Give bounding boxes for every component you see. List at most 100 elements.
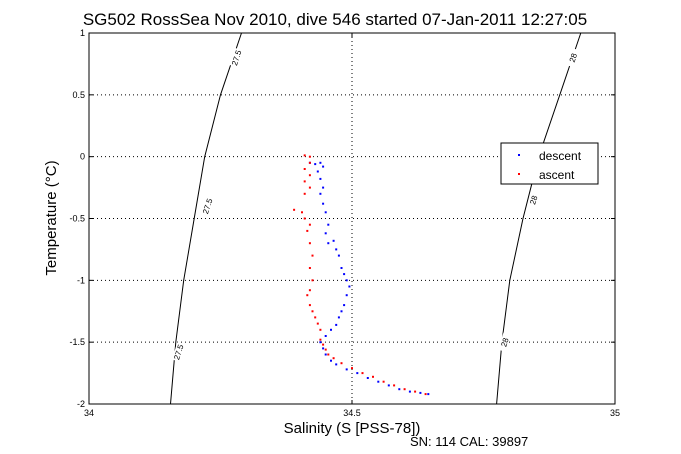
y-axis-label: Temperature (°C)	[43, 160, 60, 275]
ascent-point	[372, 375, 374, 378]
descent-point	[314, 163, 317, 166]
ascent-point	[303, 192, 306, 195]
descent-point	[345, 279, 348, 282]
ascent-point	[361, 372, 364, 375]
descent-point	[324, 232, 327, 235]
descent-point	[335, 363, 338, 366]
ascent-point	[308, 186, 311, 189]
x-tick-label: 34.5	[343, 408, 361, 418]
descent-point	[327, 242, 330, 245]
ascent-point	[332, 357, 335, 360]
ascent-point	[414, 390, 417, 393]
descent-point	[322, 186, 325, 189]
legend-ascent-marker	[518, 173, 520, 175]
ascent-point	[351, 367, 353, 370]
ascent-point	[303, 168, 306, 170]
contour-label: 28	[568, 52, 579, 64]
ascent-point	[308, 174, 311, 177]
descent-point	[324, 211, 327, 214]
ascent-point	[382, 380, 385, 383]
y-tick-label: 0	[80, 152, 85, 162]
ascent-point	[303, 217, 306, 220]
ascent-point	[311, 254, 314, 257]
contour-label-background	[526, 190, 541, 210]
descent-point	[427, 393, 430, 396]
ascent-point	[308, 161, 311, 164]
ascent-point	[403, 388, 406, 391]
descent-point	[366, 377, 369, 379]
descent-point	[335, 323, 338, 326]
descent-point	[348, 285, 351, 288]
ascent-point	[303, 154, 306, 157]
descent-point	[337, 316, 340, 319]
descent-point	[356, 372, 359, 375]
descent-point	[319, 161, 322, 164]
contour-label-background	[171, 342, 186, 362]
descent-point	[319, 341, 322, 344]
x-tick-label: 35	[610, 408, 620, 418]
ascent-point	[322, 343, 325, 346]
legend-box	[500, 142, 599, 185]
contour-label: 28	[499, 336, 510, 348]
descent-point	[398, 388, 401, 391]
ascent-point	[306, 294, 309, 297]
ascent-point	[303, 180, 306, 183]
ascent-point	[316, 322, 319, 325]
descent-point	[324, 353, 327, 356]
ascent-point	[393, 384, 396, 387]
contour-label-background	[200, 196, 214, 216]
descent-point	[343, 304, 346, 307]
descent-point	[419, 391, 422, 394]
ascent-point	[311, 310, 314, 313]
descent-point	[330, 328, 332, 331]
descent-point	[330, 359, 332, 362]
ascent-point	[293, 208, 296, 211]
ascent-point	[311, 279, 314, 282]
descent-point	[387, 384, 390, 387]
ascent-point	[340, 362, 343, 365]
legend-descent-marker	[518, 154, 520, 156]
legend-ascent-label: ascent	[539, 168, 575, 182]
descent-point	[322, 202, 325, 205]
descent-point	[327, 223, 330, 226]
ascent-point	[308, 267, 311, 269]
descent-point	[316, 170, 319, 173]
y-tick-label: -1.5	[69, 337, 85, 347]
axis-ticks: 34 34.5 35 -2 -1.5 -1 -0.5 0 0.5 1	[69, 28, 620, 418]
descent-point	[340, 267, 343, 269]
descent-point	[343, 273, 346, 276]
descent-point	[337, 254, 340, 257]
ascent-point	[308, 289, 311, 292]
ascent-point	[314, 316, 317, 319]
ascent-point	[308, 242, 311, 245]
descent-point	[322, 347, 325, 350]
contour-label: 28	[528, 194, 539, 206]
ascent-point	[308, 223, 311, 226]
x-tick-label: 34	[84, 408, 94, 418]
ascent-point	[319, 338, 322, 341]
legend: descent ascent	[500, 142, 599, 185]
serial-calibration-label: SN: 114 CAL: 39897	[410, 434, 528, 449]
descent-point	[408, 390, 411, 393]
descent-point	[332, 239, 335, 242]
chart-title: SG502 RossSea Nov 2010, dive 546 started…	[83, 10, 587, 29]
ascent-point	[308, 304, 311, 307]
legend-descent-label: descent	[539, 149, 582, 163]
descent-point	[345, 294, 348, 297]
descent-point	[319, 177, 322, 180]
descent-point	[340, 310, 343, 313]
x-axis-label: Salinity (S [PSS-78])	[284, 420, 421, 437]
y-tick-label: -2	[77, 399, 85, 409]
descent-point	[322, 165, 325, 168]
descent-point	[324, 335, 327, 337]
ascent-point	[308, 155, 311, 158]
ascent-point	[327, 353, 330, 356]
y-tick-label: 1	[80, 28, 85, 38]
descent-point	[335, 248, 338, 251]
ascent-point	[301, 211, 303, 214]
ascent-point	[324, 348, 327, 351]
descent-point	[377, 380, 380, 383]
